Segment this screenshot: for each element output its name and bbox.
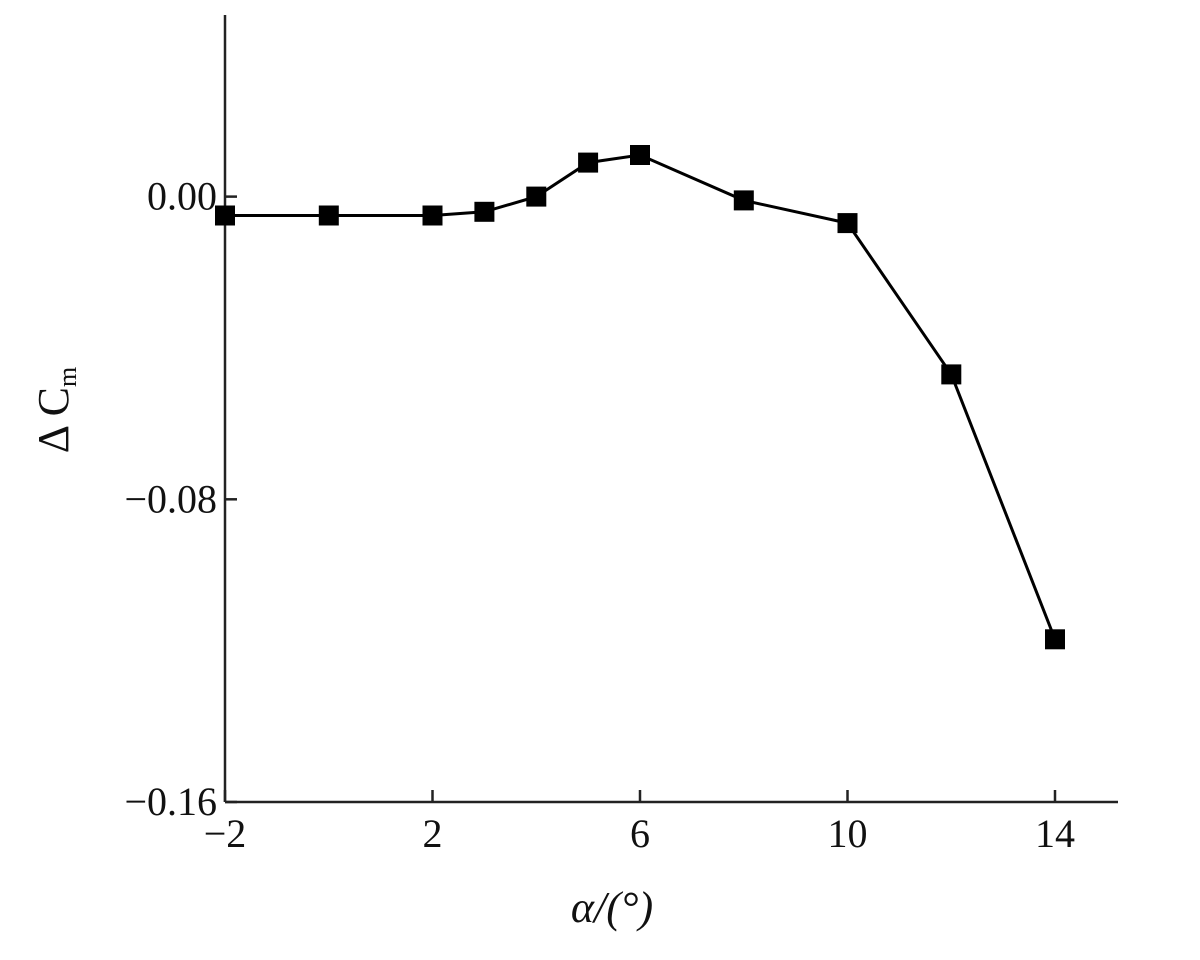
y-axis-label-subscript: m	[53, 367, 82, 387]
svg-text:Δ Cm: Δ Cm	[29, 367, 82, 453]
y-axis-label: Δ C	[29, 387, 78, 453]
data-point-marker	[422, 205, 443, 226]
x-tick-label: 2	[423, 811, 443, 856]
data-point-marker	[1045, 629, 1065, 650]
x-tick-label: −2	[204, 811, 247, 856]
x-tick-label: 6	[630, 811, 650, 856]
y-tick-label: −0.16	[124, 779, 217, 824]
y-tick-label: −0.08	[124, 476, 217, 521]
data-point-marker	[941, 364, 962, 385]
y-ticks: 0.00 −0.08 −0.16	[124, 174, 237, 824]
y-tick-label: 0.00	[147, 174, 217, 219]
x-ticks: −2 2 6 10 14	[204, 790, 1075, 856]
series-line	[225, 153, 1057, 640]
data-markers	[215, 145, 1065, 650]
x-tick-label: 10	[828, 811, 868, 856]
data-point-marker	[318, 205, 339, 226]
x-tick-label: 14	[1035, 811, 1075, 856]
data-point-marker	[630, 145, 650, 165]
data-point-marker	[733, 190, 754, 211]
data-point-marker	[837, 213, 858, 234]
data-point-marker	[526, 186, 547, 207]
data-point-marker	[474, 201, 495, 222]
x-axis-label: α/(°)	[571, 883, 653, 932]
y-axis-label-group: Δ Cm	[29, 367, 82, 453]
data-point-marker	[215, 205, 235, 226]
data-point-marker	[578, 152, 599, 173]
plot-area: −2 2 6 10 14 0.00 −0.08 −0.16	[124, 15, 1118, 856]
